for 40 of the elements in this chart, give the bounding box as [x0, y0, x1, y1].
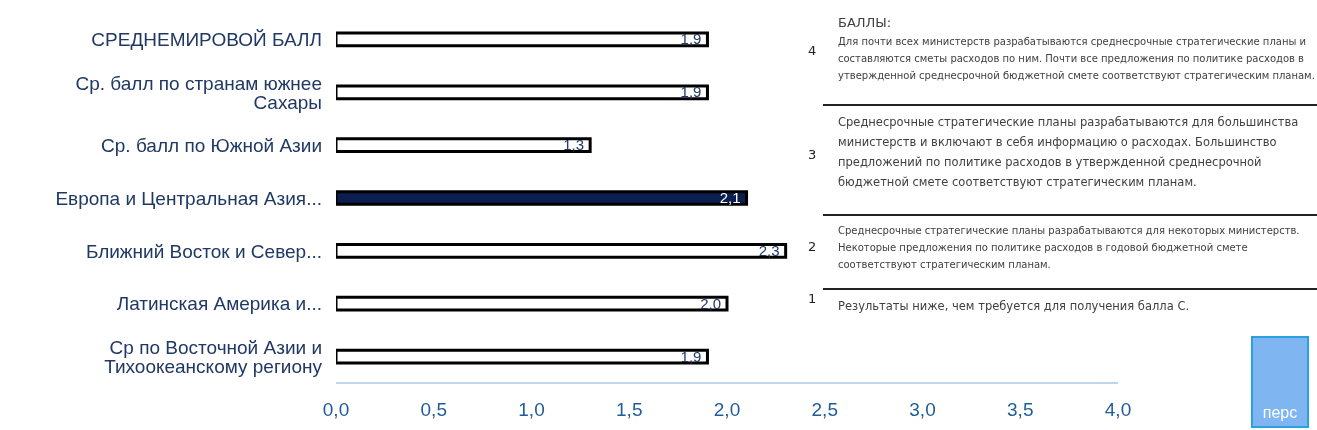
annotation: 4: [808, 43, 817, 58]
y-tick-label: Европа и Центральная Азия...: [55, 187, 322, 209]
y-tick-label: СРЕДНЕМИРОВОЙ БАЛЛ: [91, 29, 322, 51]
x-tick-label: 0,0: [322, 399, 350, 421]
annotation: Для почти всех министерств разрабатываются среднесрочные стратегические планы и составляются сметы расходов по ним. Почти все предложения по политике расходов в утвержденной среднесрочной бюджетной смете соответствуют стратегическим планам.: [838, 36, 1315, 81]
y-tick-label: Ср по Восточной Азии и Тихоокеанскому региону: [104, 336, 323, 377]
annotation: Среднесрочные стратегические планы разрабатываются для большинства министерств и включают в себя информацию о расходах. Большинство предложений по политике расходов в утвержденной среднесрочной бюджетной смете соответствуют стратегическим планам.: [838, 114, 1300, 191]
annotation: Результаты ниже, чем требуется для получения балла С.: [838, 298, 1191, 315]
data-label: 1,9: [680, 30, 702, 48]
y-tick-label: Ср. балл по Южной Азии: [101, 134, 322, 156]
data-label: 2,0: [700, 294, 721, 312]
annotation: БАЛЛЫ:: [838, 14, 893, 31]
text: перс: [1251, 336, 1309, 428]
x-tick-label: 3,0: [909, 399, 936, 421]
annotation: 1: [808, 291, 817, 306]
annotation: 2: [808, 239, 817, 254]
bar: [336, 295, 729, 312]
data-label: 1,9: [680, 83, 702, 101]
bar: [336, 348, 709, 365]
annotation: 3: [808, 147, 817, 162]
data-label: 2,1: [719, 189, 741, 206]
bar: [336, 243, 788, 259]
annotation: Среднесрочные стратегические планы разрабатываются для некоторых министерств. Некоторые предложения по политике расходов в годовой бюджетной смете соответствуют стратегическим планам.: [838, 224, 1301, 272]
bar: [336, 137, 592, 153]
y-tick-label: Ср. балл по странам южнее Сахары: [75, 72, 322, 113]
x-tick-label: 1,5: [616, 399, 643, 421]
x-tick-label: 1,0: [518, 399, 545, 421]
bar: [336, 31, 709, 48]
x-tick-label: 3,5: [1007, 399, 1034, 421]
data-label: 1,9: [680, 347, 702, 365]
y-tick-label: Ближний Восток и Север...: [85, 240, 322, 262]
x-tick-label: 0,5: [420, 399, 447, 421]
data-label: 2,3: [758, 241, 780, 259]
x-tick-label: 2,0: [713, 399, 741, 421]
bar: [336, 84, 709, 101]
x-tick-label: 4,0: [1104, 399, 1132, 421]
data-label: 1,3: [563, 136, 585, 154]
bar: [336, 190, 749, 206]
y-tick-label: Латинская Америка и...: [116, 293, 322, 315]
x-tick-label: 2,5: [811, 399, 838, 421]
